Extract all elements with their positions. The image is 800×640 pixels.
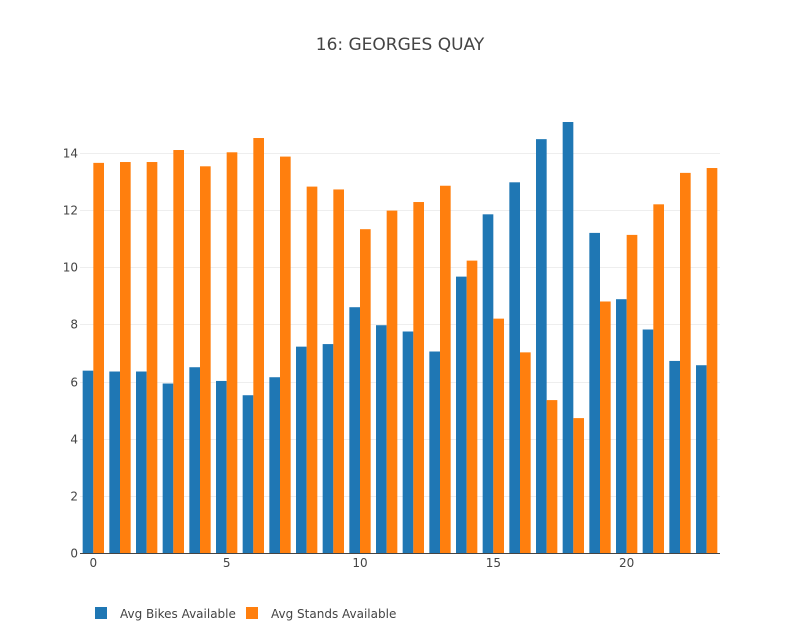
bar-stands xyxy=(360,229,371,554)
bar-stands xyxy=(386,210,398,553)
x-tick-label: 20 xyxy=(619,556,634,570)
bars xyxy=(82,122,718,554)
bar-stands xyxy=(653,204,664,553)
y-tick-label: 2 xyxy=(70,490,78,504)
bar-stands xyxy=(253,138,264,553)
bar-bikes xyxy=(322,344,334,553)
legend-item[interactable]: Avg Stands Available xyxy=(246,607,396,621)
x-tick-label: 15 xyxy=(486,556,501,570)
legend-item[interactable]: Avg Bikes Available xyxy=(95,607,236,621)
bar-stands xyxy=(333,189,344,553)
bar-stands xyxy=(600,301,611,553)
bar-stands xyxy=(493,318,504,553)
bar-bikes xyxy=(429,351,440,553)
bar-stands xyxy=(226,152,238,553)
bar-bikes xyxy=(669,360,680,553)
bar-bikes xyxy=(189,367,200,553)
bar-bikes xyxy=(349,307,360,553)
legend-label: Avg Stands Available xyxy=(271,607,396,621)
bar-bikes xyxy=(162,383,174,553)
legend-swatch xyxy=(246,607,258,619)
bar-bikes xyxy=(456,276,467,553)
bar-bikes xyxy=(536,139,547,553)
bar-stands xyxy=(146,162,158,553)
bar-stands xyxy=(200,166,211,553)
bar-stands xyxy=(706,168,718,553)
bar-stands xyxy=(520,352,531,553)
bar-stands xyxy=(173,150,184,553)
bar-stands xyxy=(680,172,691,553)
legend[interactable]: Avg Bikes Available Avg Stands Available xyxy=(95,607,396,621)
bar-stands xyxy=(546,400,558,553)
y-tick-label: 12 xyxy=(63,204,78,218)
bar-bikes xyxy=(562,122,574,553)
y-tick-label: 14 xyxy=(63,147,78,161)
y-tick-label: 6 xyxy=(70,376,78,390)
bar-stands xyxy=(626,234,638,554)
y-tick-label: 4 xyxy=(70,433,78,447)
bar-bikes xyxy=(136,371,147,553)
bar-bikes xyxy=(109,371,120,553)
legend-swatch xyxy=(95,607,107,619)
bar-bikes xyxy=(82,370,94,553)
legend-label: Avg Bikes Available xyxy=(120,607,236,621)
chart-title: 16: GEORGES QUAY xyxy=(316,35,485,55)
bar-bikes xyxy=(482,214,494,554)
bar-stands xyxy=(280,156,291,553)
y-axis-ticks: 0 2 4 6 8 10 12 14 xyxy=(63,147,78,561)
bar-bikes xyxy=(216,380,227,553)
bar-bikes xyxy=(402,331,414,553)
x-tick-label: 5 xyxy=(223,556,231,570)
bar-stands xyxy=(413,202,424,554)
gridlines xyxy=(80,153,720,497)
y-tick-label: 0 xyxy=(70,547,78,561)
bar-bikes xyxy=(269,377,280,553)
bar-stands xyxy=(573,418,584,553)
bar-stands xyxy=(466,260,478,553)
bar-stands xyxy=(93,162,104,553)
bar-bikes xyxy=(242,395,254,553)
bar-stands xyxy=(306,186,318,553)
bar-bikes xyxy=(296,346,307,553)
bar-bikes xyxy=(696,365,707,553)
bar-bikes xyxy=(642,329,654,553)
bar-bikes xyxy=(616,299,627,553)
x-tick-label: 0 xyxy=(90,556,98,570)
bar-bikes xyxy=(509,182,520,554)
y-tick-label: 10 xyxy=(63,261,78,275)
bar-stands xyxy=(440,185,451,553)
bar-bikes xyxy=(589,232,600,553)
y-tick-label: 8 xyxy=(70,318,78,332)
x-tick-label: 10 xyxy=(352,556,367,570)
x-axis-ticks: 0 5 10 15 20 xyxy=(90,556,635,570)
bar-bikes xyxy=(376,325,387,553)
bar-stands xyxy=(120,162,131,553)
